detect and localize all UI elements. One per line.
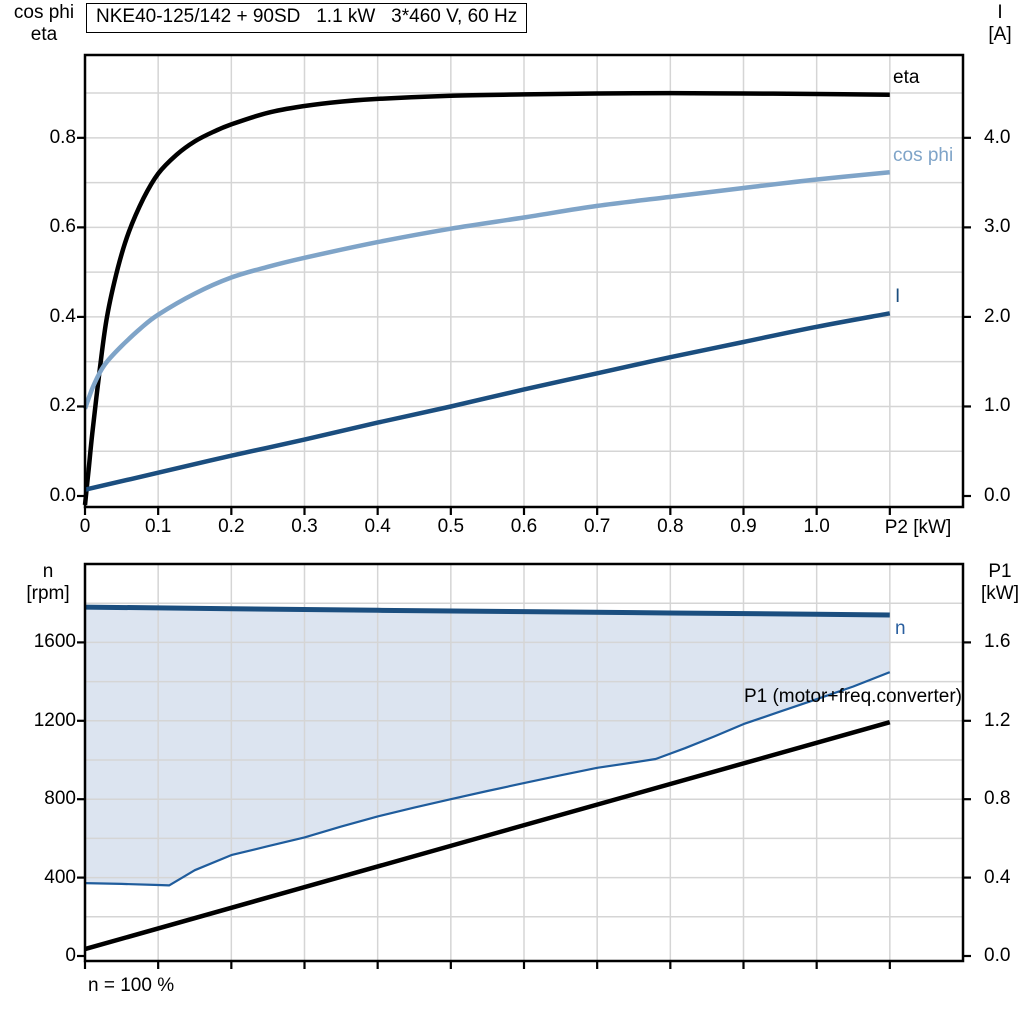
x-tick-label: 0.6: [510, 516, 538, 537]
speed-unit-label: [rpm]: [26, 583, 70, 604]
y-right-tick-label: 1.6: [984, 631, 1011, 653]
x-tick-label: 0.7: [583, 516, 611, 537]
x-tick-label: 0.9: [730, 516, 757, 537]
p1-axis-label: P1: [988, 561, 1012, 582]
y-right-tick-label: 2.0: [984, 305, 1011, 327]
y-right-tick-label: 1.2: [984, 709, 1011, 731]
speed-curve: [84, 604, 890, 618]
p1-curve-label: P1 (motor+freq.converter): [743, 686, 962, 707]
x-tick-label: 0.1: [144, 516, 172, 537]
speed-curve-label: n: [895, 618, 906, 639]
current-axis-label: I: [997, 2, 1003, 23]
chart-title: NKE40-125/142 + 90SD 1.1 kW 3*460 V, 60 …: [86, 3, 528, 33]
speed-footnote: n = 100 %: [88, 975, 175, 996]
bottom-left-axis-label: n [rpm]: [14, 561, 82, 605]
x-tick-label: 0.4: [364, 516, 391, 537]
p1-curve: [84, 720, 891, 952]
y-left-tick-label: 800: [44, 788, 76, 810]
y-right-tick-label: 0.0: [984, 945, 1011, 966]
y-left-tick-label: 0.6: [49, 216, 76, 238]
x-axis-label: P2 [kW]: [884, 517, 952, 538]
top-left-axis-label: cos phi eta: [8, 2, 80, 46]
min_speed-curve: [84, 671, 891, 887]
y-right-tick-label: 0.8: [984, 788, 1011, 810]
y-left-tick-label: 0.0: [49, 485, 76, 506]
x-tick-label: 0: [79, 516, 91, 537]
current-unit-label: [A]: [988, 24, 1012, 45]
cos-phi-curve-label: cos phi: [893, 145, 954, 166]
y-left-tick-label: 0.8: [49, 126, 76, 148]
current-curve: [84, 311, 891, 492]
current-curve-label: I: [895, 286, 901, 307]
x-tick-label: 0.5: [437, 516, 465, 537]
cos_phi-curve: [82, 170, 891, 410]
y-left-tick-label: 1600: [33, 631, 76, 653]
y-left-tick-label: 400: [44, 866, 76, 888]
operating-range-band: [85, 607, 890, 886]
p1-unit-label: [kW]: [981, 583, 1019, 604]
top-right-axis-label: I [A]: [977, 2, 1023, 46]
eta-curve-label: eta: [893, 67, 920, 88]
y-left-tick-label: 0.4: [49, 305, 76, 327]
y-right-tick-label: 1.0: [984, 395, 1011, 417]
x-tick-label: 0.2: [218, 516, 245, 537]
eta-curve: [82, 90, 890, 506]
y-right-tick-label: 4.0: [984, 126, 1011, 148]
y-left-tick-label: 0.2: [49, 395, 76, 417]
cos-phi-axis-label: cos phi: [13, 2, 75, 23]
bottom-right-axis-label: P1 [kW]: [974, 561, 1024, 605]
x-tick-label: 0.8: [657, 516, 684, 537]
x-tick-label: 1.0: [803, 516, 830, 537]
y-right-tick-label: 0.0: [984, 485, 1011, 506]
eta-axis-label: eta: [30, 24, 58, 45]
x-tick-label: 0.3: [291, 516, 318, 537]
y-right-tick-label: 0.4: [984, 866, 1011, 888]
y-right-tick-label: 3.0: [984, 216, 1011, 238]
y-left-tick-label: 1200: [33, 709, 76, 731]
y-left-tick-label: 0: [65, 945, 76, 966]
speed-axis-label: n: [42, 561, 54, 582]
